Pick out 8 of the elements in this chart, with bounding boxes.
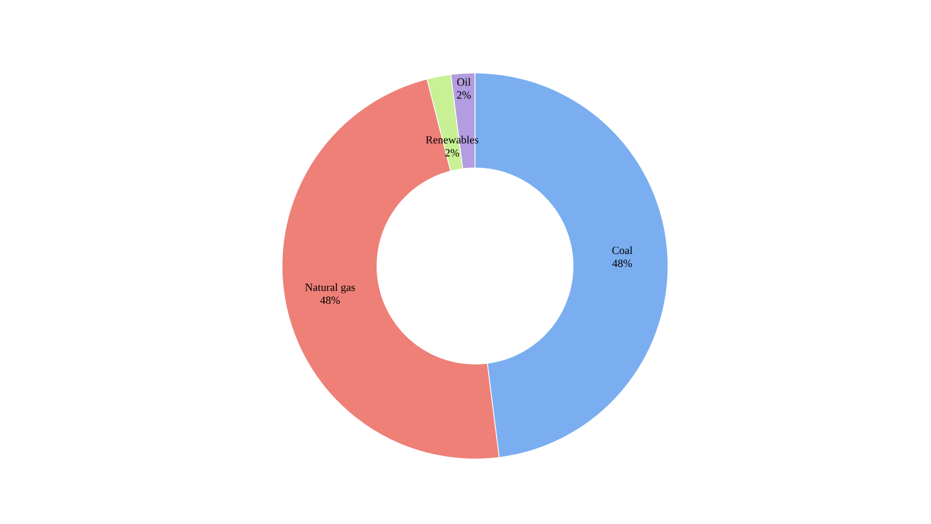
slice-label: Oil [457, 78, 471, 86]
slice-label: Renewables [426, 136, 478, 144]
data-label: 48% [320, 296, 340, 304]
data-label: 2% [445, 149, 460, 157]
data-label: 2% [456, 91, 471, 99]
slice-label: Coal [612, 246, 632, 254]
data-label: 48% [612, 260, 632, 268]
slice-label: Natural gas [305, 283, 355, 294]
